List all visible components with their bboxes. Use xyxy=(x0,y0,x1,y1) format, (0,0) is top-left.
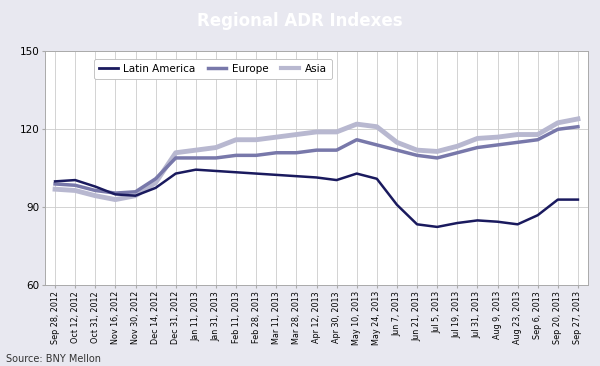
Legend: Latin America, Europe, Asia: Latin America, Europe, Asia xyxy=(94,59,332,79)
Text: Regional ADR Indexes: Regional ADR Indexes xyxy=(197,12,403,30)
Text: Source: BNY Mellon: Source: BNY Mellon xyxy=(6,354,101,364)
